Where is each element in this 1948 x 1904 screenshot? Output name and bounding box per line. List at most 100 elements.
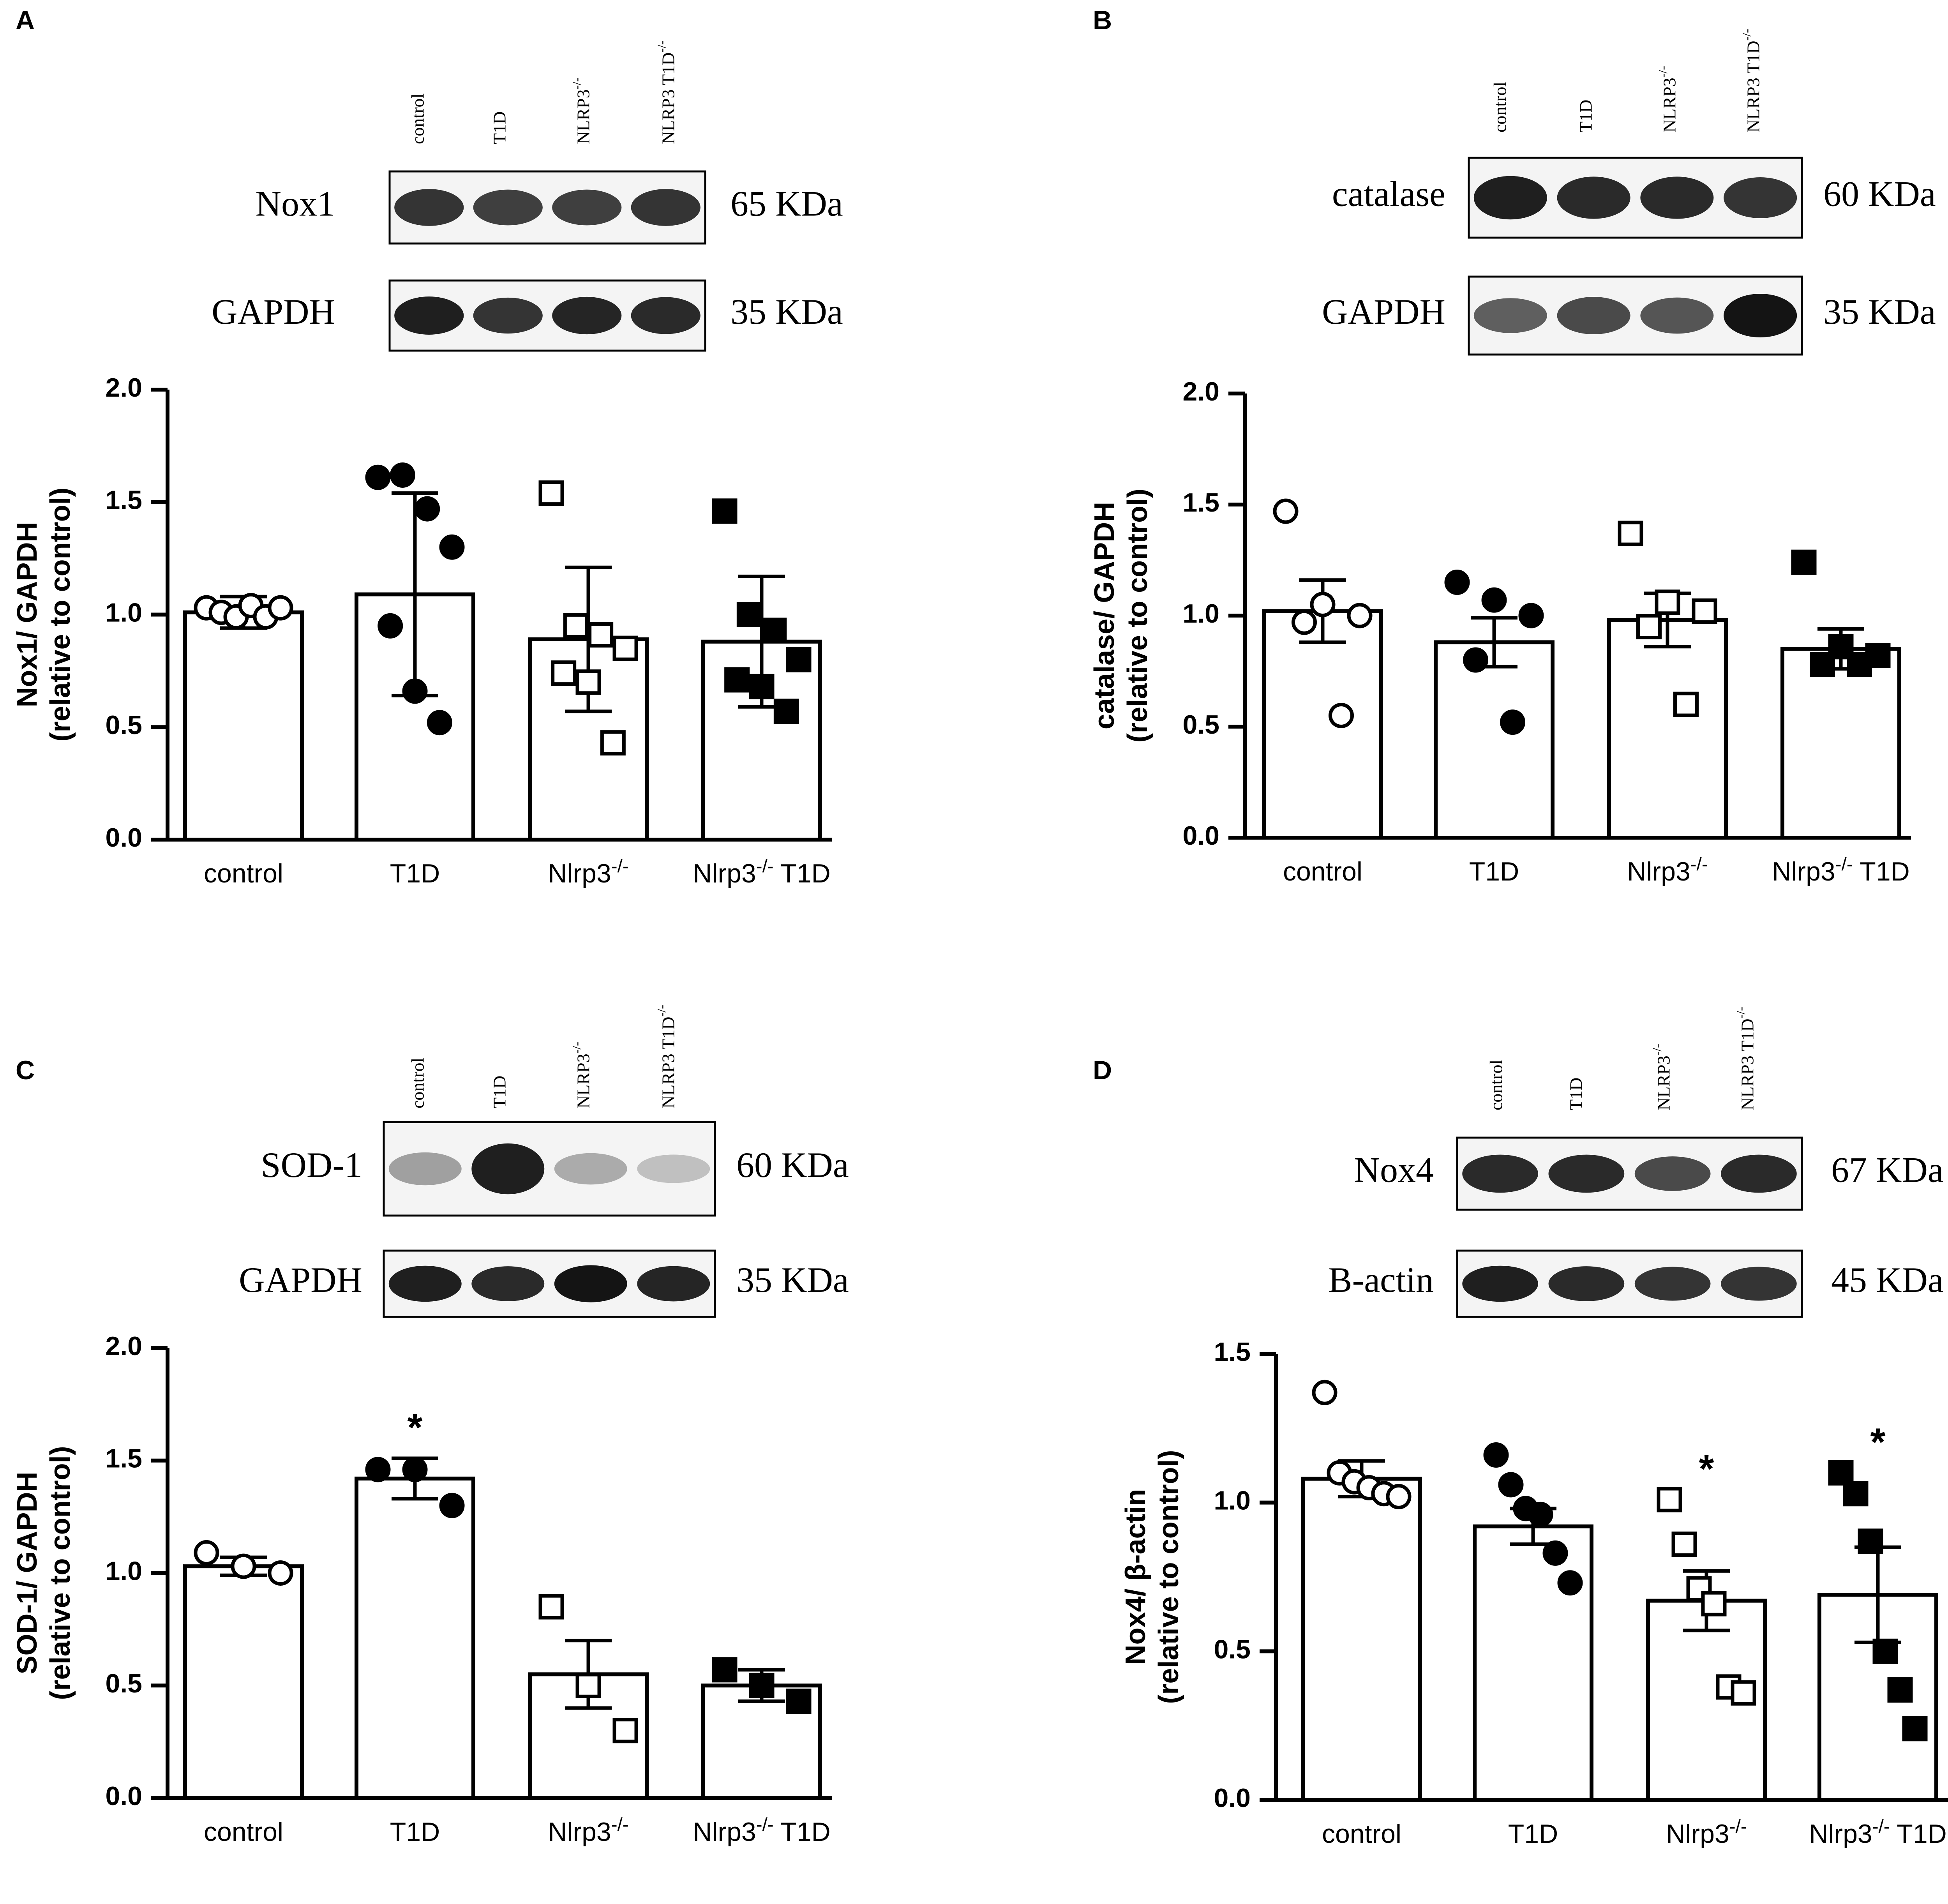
x-tick-label: Nlrp3-/-	[548, 1814, 628, 1847]
blot-band	[552, 189, 622, 226]
y-tick-label: 1.5	[105, 485, 142, 515]
blot-row: Nox1 65 KDa	[256, 170, 843, 245]
y-tick-label: 1.5	[1214, 1337, 1251, 1367]
blot-lane-label: control	[1490, 82, 1510, 132]
western-blot: control T1D NLRP3-/- NLRP3 T1D-/- SOD-1 60 KD…	[239, 1005, 849, 1318]
data-point	[538, 1594, 564, 1620]
bar	[355, 1476, 475, 1800]
y-tick-label: 1.0	[1214, 1486, 1251, 1516]
data-point	[1673, 692, 1699, 717]
x-tick-label-suffix: T1D	[774, 859, 831, 888]
data-point	[1329, 703, 1354, 728]
data-point	[1828, 1460, 1854, 1486]
data-point	[402, 1457, 428, 1482]
blot-protein-label: catalase	[1332, 174, 1445, 214]
y-axis-label-units: (relative to control)	[1153, 1450, 1184, 1704]
y-tick-label: 0.5	[1214, 1634, 1251, 1664]
blot-band	[1473, 298, 1547, 333]
blot-protein-label: Nox4	[1354, 1150, 1434, 1190]
data-point	[194, 1540, 219, 1566]
blot-lane-label: NLRP3-/-	[1650, 1044, 1673, 1110]
superscript: -/-	[611, 1814, 629, 1835]
x-tick-label-gene: Nlrp3	[693, 1817, 756, 1847]
bar	[1301, 1477, 1422, 1802]
data-point	[268, 595, 293, 621]
data-point	[427, 710, 452, 736]
blot-band	[554, 1153, 627, 1185]
data-point	[749, 674, 775, 699]
data-point	[786, 1689, 812, 1714]
y-tick-label: 2.0	[105, 1331, 142, 1361]
x-tick-label-gene: Nlrp3	[1809, 1819, 1872, 1849]
data-point	[1671, 1532, 1697, 1557]
blot-size-label: 67 KDa	[1831, 1150, 1944, 1190]
blot-lane-label: control	[408, 94, 428, 144]
blot-size-label: 60 KDa	[1823, 174, 1936, 214]
blot-band	[1548, 1154, 1625, 1193]
blot-band	[1724, 177, 1797, 218]
y-tick-label: 0.5	[105, 710, 142, 740]
blot-lane-label: T1D	[1566, 1078, 1586, 1110]
data-point	[786, 647, 812, 672]
data-point	[736, 602, 762, 627]
blot-size-label: 65 KDa	[730, 184, 843, 224]
y-axis-label: SOD-1/ GAPDH	[12, 1472, 43, 1674]
data-point	[712, 1657, 738, 1683]
significance-marker: *	[1870, 1420, 1886, 1464]
blot-lane-label: NLRP3-/-	[1656, 66, 1679, 132]
blot-band	[471, 1266, 545, 1301]
data-point	[1843, 1481, 1869, 1507]
data-point	[1655, 589, 1680, 615]
x-tick-label: control	[1283, 857, 1362, 886]
bar	[183, 610, 304, 842]
data-point	[415, 496, 440, 522]
blot-lane-label: control	[408, 1058, 428, 1108]
x-tick-label-gene: Nlrp3	[1627, 857, 1690, 886]
bar	[183, 1564, 304, 1800]
x-tick-label-suffix: T1D	[1853, 857, 1910, 886]
blot-lane-label: NLRP3 T1D-/-	[655, 1005, 678, 1108]
bar-chart: 0.0 0.5 1.0 1.5 2.0 catalase/ GAPDH (relative …	[1089, 377, 1911, 886]
x-tick-label-gene: Nlrp3	[693, 859, 756, 888]
data-point	[1618, 521, 1643, 546]
blot-band	[1634, 1156, 1711, 1191]
significance-marker: *	[1699, 1447, 1714, 1491]
data-point	[1500, 709, 1525, 735]
data-point	[724, 667, 750, 693]
blot-band	[473, 297, 543, 334]
blot-row: GAPDH 35 KDa	[212, 279, 843, 352]
superscript: -/-	[611, 856, 629, 877]
data-point	[1386, 1484, 1412, 1509]
blot-lane-label: T1D	[1576, 100, 1596, 132]
data-point	[1312, 1380, 1337, 1405]
data-point	[439, 534, 465, 560]
data-point	[1902, 1716, 1928, 1742]
data-point	[1273, 498, 1299, 524]
data-point	[1528, 1502, 1553, 1527]
blot-band	[388, 1265, 462, 1302]
blot-band	[637, 1154, 710, 1183]
blot-band	[473, 189, 543, 226]
x-tick-label: control	[1322, 1819, 1401, 1849]
western-blot: control T1D NLRP3-/- NLRP3 T1D-/- Nox1 65 KDa…	[212, 41, 843, 352]
data-point	[378, 613, 403, 639]
data-point	[1542, 1540, 1568, 1566]
blot-band	[394, 189, 464, 226]
blot-band	[1724, 294, 1797, 337]
data-point	[563, 613, 589, 639]
blot-band	[394, 296, 464, 335]
x-tick-label-gene: Nlrp3	[1772, 857, 1835, 886]
blot-row: B-actin 45 KDa	[1328, 1249, 1944, 1318]
data-point	[1347, 603, 1373, 628]
data-point	[268, 1560, 293, 1586]
blot-size-label: 35 KDa	[736, 1260, 849, 1300]
x-tick-label: Nlrp3-/- T1D	[693, 1814, 831, 1847]
data-point	[600, 730, 626, 756]
superscript: -/-	[655, 1005, 669, 1016]
data-point	[402, 678, 428, 704]
panel-label: D	[1093, 1055, 1112, 1085]
y-tick-label: 1.5	[1182, 488, 1219, 517]
data-point	[1636, 614, 1662, 639]
blot-band	[1634, 1267, 1711, 1301]
